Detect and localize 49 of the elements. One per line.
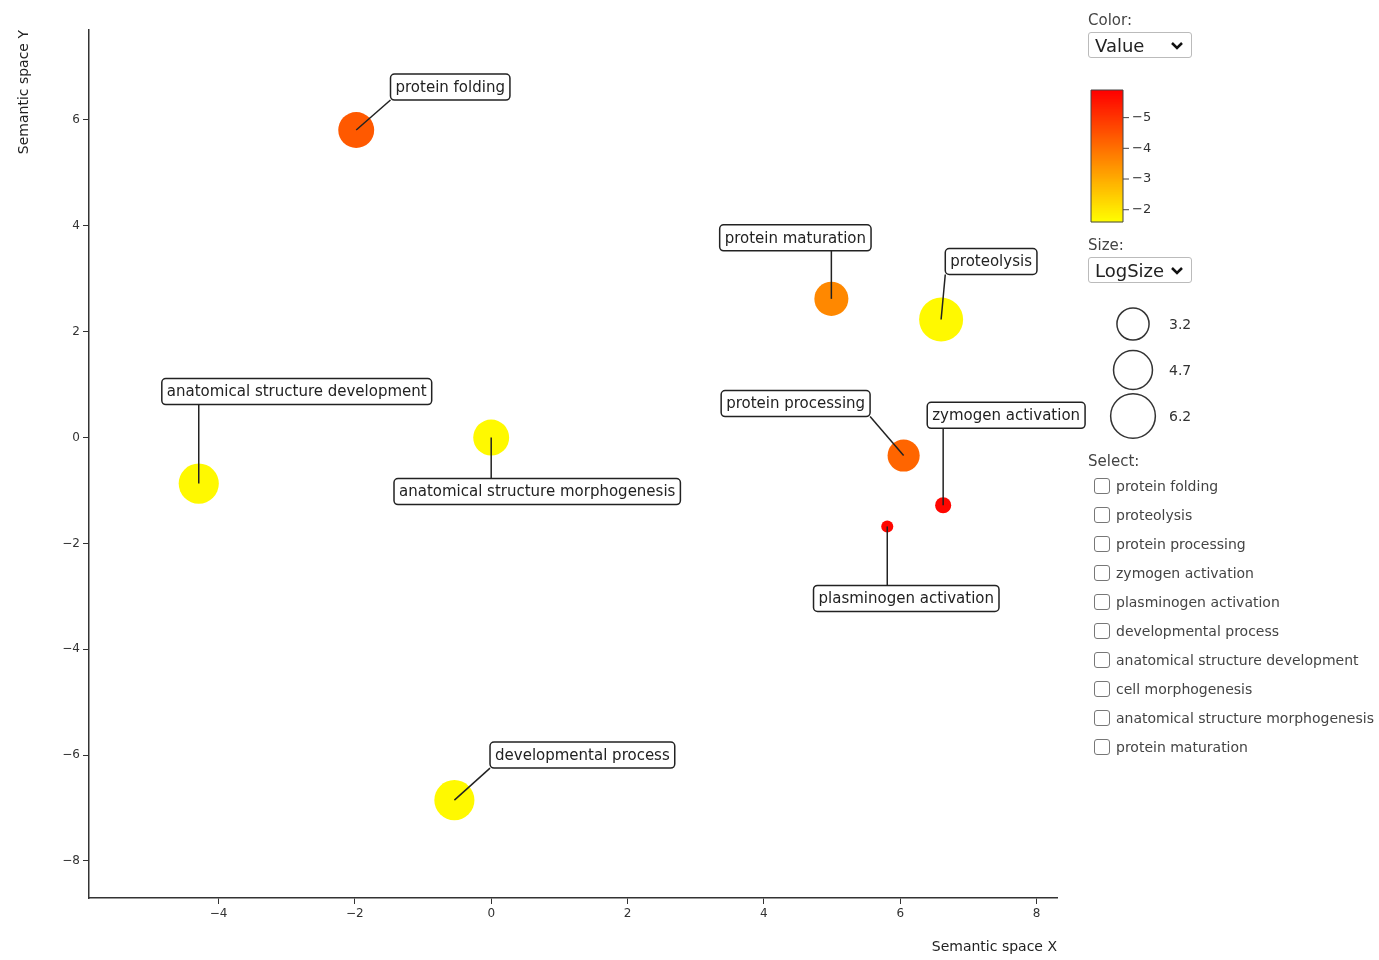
text: Color: bbox=[1088, 11, 1132, 29]
text: protein processing bbox=[1116, 536, 1246, 552]
text: anatomical structure morphogenesis bbox=[1116, 710, 1374, 726]
y-tick-label: −8 bbox=[62, 853, 80, 868]
text: developmental process bbox=[1116, 623, 1280, 639]
y-tick-label: −6 bbox=[62, 747, 80, 762]
color-bar-label: −3 bbox=[1132, 170, 1152, 186]
annotation: developmental process bbox=[495, 745, 670, 764]
legend-label: 4.7 bbox=[1169, 362, 1192, 378]
y-tick-label: 6 bbox=[72, 112, 80, 127]
y-tick-label: 4 bbox=[72, 217, 80, 232]
text: protein folding bbox=[1116, 478, 1219, 494]
dropdown-field: Value bbox=[1088, 32, 1192, 58]
x-tick-label: 8 bbox=[1032, 906, 1041, 921]
legend-label: 6.2 bbox=[1169, 408, 1192, 424]
legend-label: 3.2 bbox=[1169, 316, 1192, 332]
size-legend: 3.2 4.7 6.2 bbox=[1103, 300, 1223, 450]
text: anatomical structure development bbox=[1116, 652, 1359, 668]
x-axis-title: Semantic space X bbox=[931, 938, 1058, 955]
y-tick-label: −2 bbox=[62, 535, 80, 550]
x-tick-label: −2 bbox=[346, 906, 364, 921]
y-tick-label: −4 bbox=[62, 641, 80, 656]
annotation: protein maturation bbox=[724, 228, 867, 247]
text: zymogen activation bbox=[1116, 565, 1254, 581]
annotation: plasminogen activation bbox=[818, 589, 994, 608]
annotation: zymogen activation bbox=[932, 406, 1081, 425]
text: cell morphogenesis bbox=[1116, 681, 1253, 697]
y-tick-label: 2 bbox=[72, 323, 80, 338]
color-bar-label: −2 bbox=[1132, 201, 1152, 217]
text: proteolysis bbox=[1116, 507, 1193, 523]
color-bar-label: −5 bbox=[1132, 109, 1152, 124]
dropdown-field: LogSize bbox=[1088, 257, 1192, 283]
y-axis-title: Semantic space Y bbox=[15, 29, 32, 155]
x-tick-label: 4 bbox=[760, 906, 768, 921]
x-tick-label: 6 bbox=[896, 906, 905, 921]
annotation: anatomical structure development bbox=[166, 382, 427, 401]
color-bar-label: −4 bbox=[1132, 139, 1152, 155]
annotation: proteolysis bbox=[950, 252, 1033, 271]
annotation: protein processing bbox=[726, 394, 866, 413]
x-tick-label: 0 bbox=[487, 906, 496, 921]
annotation: anatomical structure morphogenesis bbox=[399, 482, 676, 501]
x-tick-label: 2 bbox=[623, 906, 632, 921]
x-tick-label: −4 bbox=[209, 906, 228, 921]
text: Size: bbox=[1088, 236, 1124, 254]
text: protein maturation bbox=[1116, 739, 1248, 755]
annotation: protein folding bbox=[395, 77, 505, 96]
text: Select: bbox=[1088, 452, 1140, 470]
text: plasminogen activation bbox=[1116, 594, 1280, 610]
y-tick-label: 0 bbox=[72, 429, 80, 444]
